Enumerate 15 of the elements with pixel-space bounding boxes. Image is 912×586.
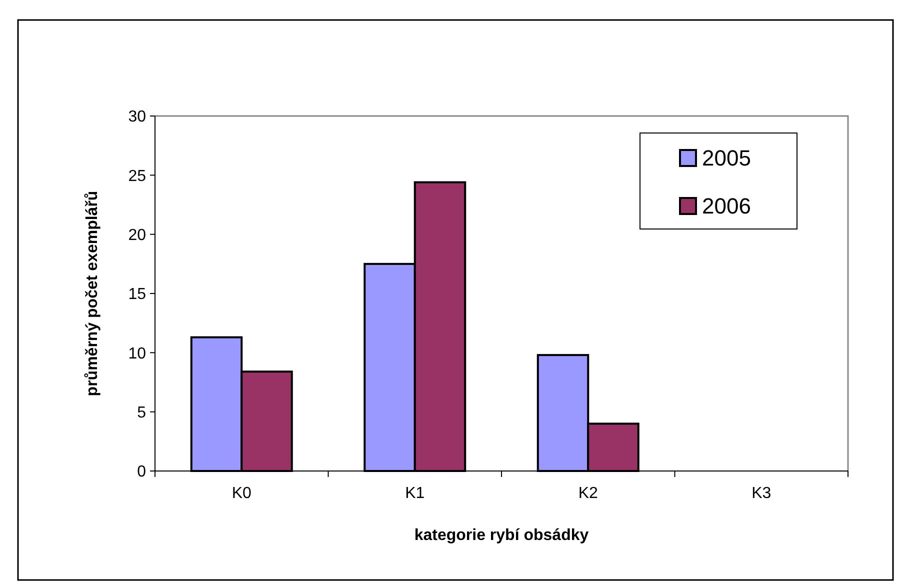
y-tick-label: 30 [128,108,146,126]
x-axis-title: kategorie rybí obsádky [414,527,589,544]
y-tick-label: 15 [128,286,146,304]
y-tick-label: 25 [128,168,146,185]
y-tick-label: 20 [128,226,146,244]
y-tick-label: 0 [137,464,146,481]
x-tick-label: K2 [578,485,598,502]
y-tick-label: 10 [128,345,146,362]
x-tick-label: K3 [752,485,772,502]
y-axis-title: průměrný počet exemplářů [84,190,101,396]
legend-label: 2006 [702,194,751,219]
x-tick-label: K0 [232,485,252,502]
legend-label: 2005 [702,146,751,171]
x-tick-label: K1 [405,485,425,502]
y-tick-label: 5 [137,404,146,422]
